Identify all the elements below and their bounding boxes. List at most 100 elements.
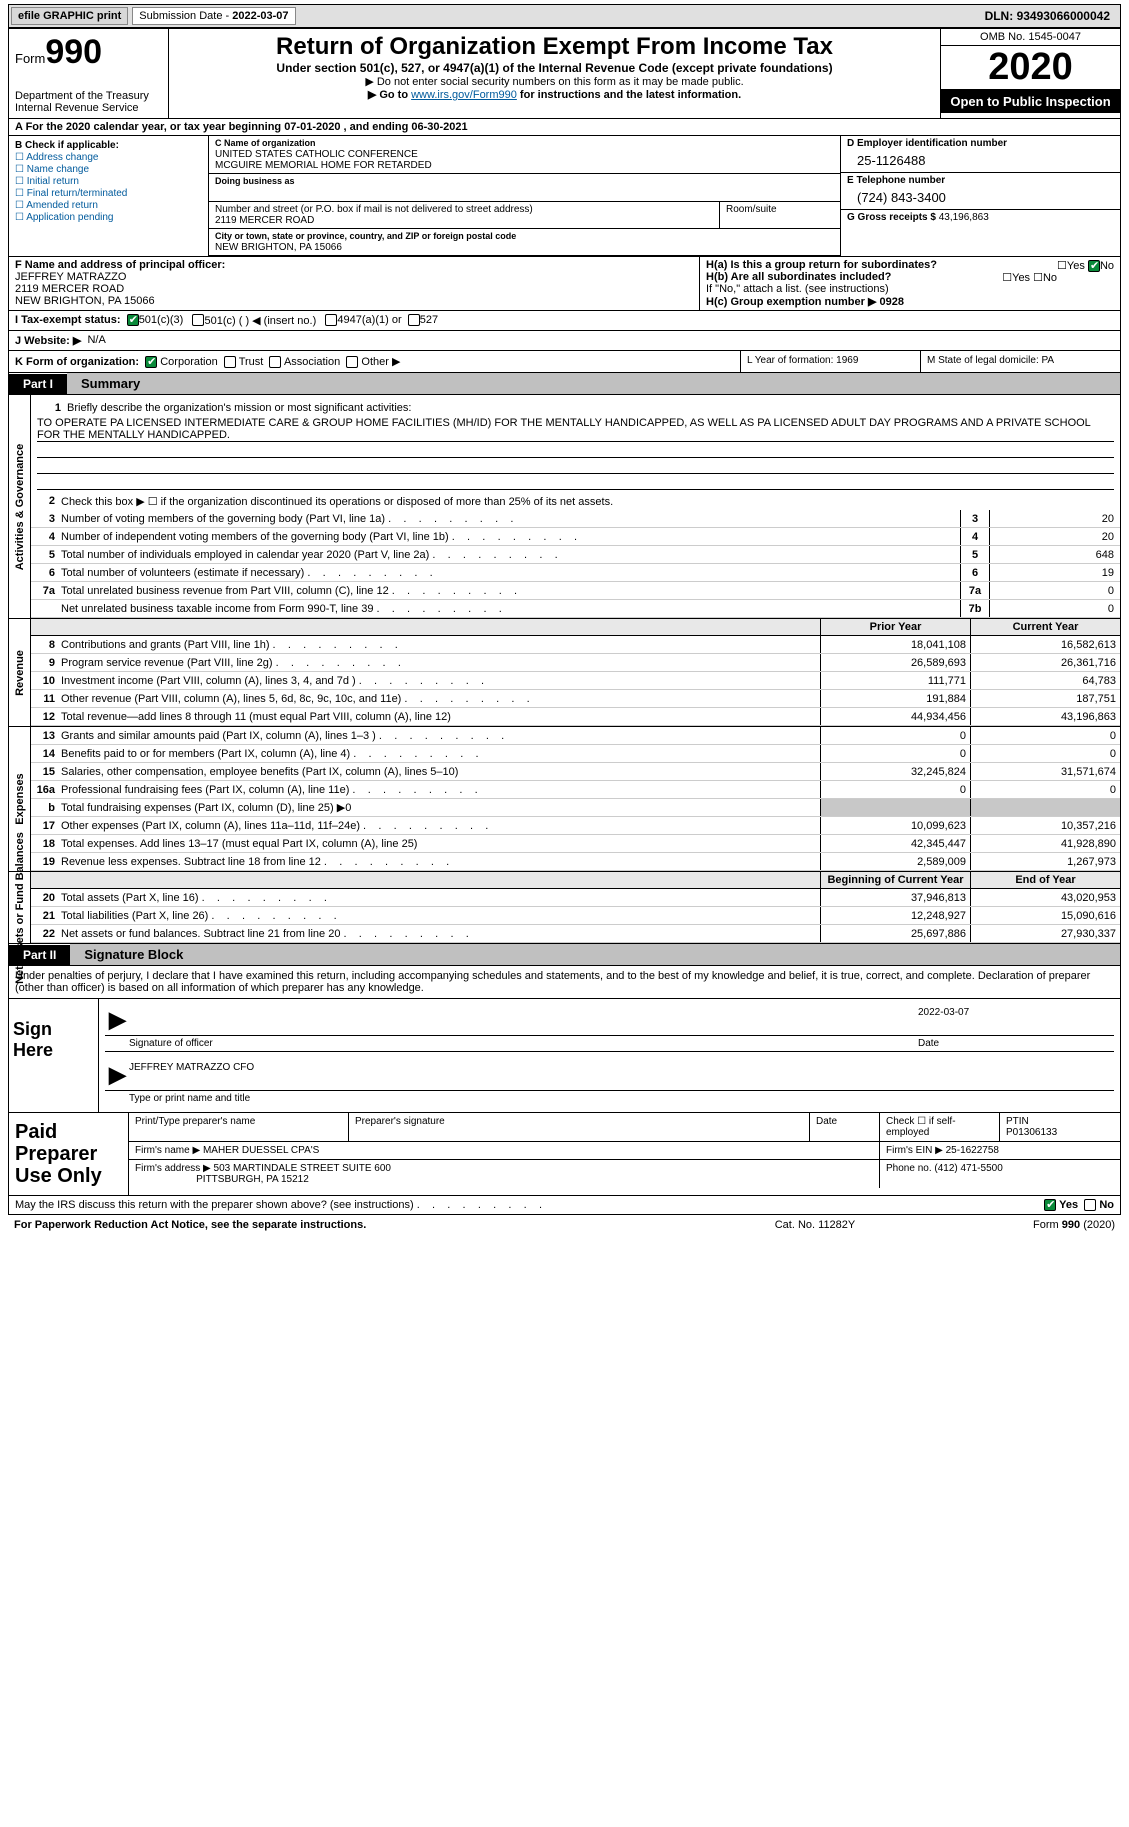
- netassets-label: Net Assets or Fund Balances: [14, 832, 26, 984]
- part2-header: Part II Signature Block: [8, 944, 1121, 966]
- cb-501c3[interactable]: [127, 314, 139, 326]
- omb-number: OMB No. 1545-0047: [941, 29, 1120, 46]
- phone-value: (724) 843-3400: [847, 186, 1114, 207]
- netassets-section: Net Assets or Fund Balances Beginning of…: [8, 872, 1121, 944]
- cb-initial-return[interactable]: ☐ Initial return: [15, 176, 202, 187]
- exp-18-prior: 42,345,447: [820, 835, 970, 852]
- open-public: Open to Public Inspection: [941, 90, 1120, 113]
- form-header: Form990 Department of the Treasury Inter…: [8, 28, 1121, 119]
- h-c: H(c) Group exemption number ▶ 0928: [706, 295, 1114, 308]
- ptin: P01306133: [1006, 1127, 1057, 1138]
- firm-addr2: PITTSBURGH, PA 15212: [196, 1174, 309, 1185]
- cb-501c[interactable]: [192, 314, 204, 326]
- box-c: C Name of organization UNITED STATES CAT…: [209, 136, 840, 256]
- penalty-text: Under penalties of perjury, I declare th…: [8, 966, 1121, 999]
- note-link: ▶ Go to www.irs.gov/Form990 for instruct…: [177, 88, 932, 101]
- state-domicile: M State of legal domicile: PA: [920, 351, 1120, 372]
- website-value: N/A: [87, 334, 105, 347]
- org-name-1: UNITED STATES CATHOLIC CONFERENCE: [215, 149, 418, 160]
- exp-17-curr: 10,357,216: [970, 817, 1120, 834]
- discuss-row: May the IRS discuss this return with the…: [8, 1196, 1121, 1215]
- exp-18-curr: 41,928,890: [970, 835, 1120, 852]
- korg-row: K Form of organization: Corporation Trus…: [8, 351, 1121, 373]
- exp-15-prior: 32,245,824: [820, 763, 970, 780]
- firm-addr1: 503 MARTINDALE STREET SUITE 600: [214, 1163, 391, 1174]
- val-7b: 0: [990, 600, 1120, 617]
- revenue-section: Revenue Prior YearCurrent Year 8Contribu…: [8, 619, 1121, 727]
- form-title: Return of Organization Exempt From Incom…: [177, 33, 932, 61]
- cb-amended-return[interactable]: ☐ Amended return: [15, 200, 202, 211]
- entity-block: B Check if applicable: ☐ Address change …: [8, 136, 1121, 257]
- cb-discuss-no[interactable]: [1084, 1199, 1096, 1211]
- rev-9-prior: 26,589,693: [820, 654, 970, 671]
- cb-527[interactable]: [408, 314, 420, 326]
- na-20-prior: 37,946,813: [820, 889, 970, 906]
- firm-name: MAHER DUESSEL CPA'S: [203, 1145, 319, 1156]
- exp-15-curr: 31,571,674: [970, 763, 1120, 780]
- submission-date: Submission Date - 2022-03-07: [132, 7, 295, 25]
- part1-header: Part I Summary: [8, 373, 1121, 395]
- line-a: A For the 2020 calendar year, or tax yea…: [9, 119, 474, 135]
- h-b-note: If "No," attach a list. (see instruction…: [706, 283, 1114, 295]
- rev-9-curr: 26,361,716: [970, 654, 1120, 671]
- cb-other[interactable]: [346, 356, 358, 368]
- h-a: H(a) Is this a group return for subordin…: [706, 259, 1114, 271]
- cb-association[interactable]: [269, 356, 281, 368]
- cb-name-change[interactable]: ☐ Name change: [15, 164, 202, 175]
- box-b: B Check if applicable: ☐ Address change …: [9, 136, 209, 256]
- exp-17-prior: 10,099,623: [820, 817, 970, 834]
- cb-trust[interactable]: [224, 356, 236, 368]
- paid-preparer-block: Paid Preparer Use Only Print/Type prepar…: [8, 1113, 1121, 1196]
- top-toolbar: efile GRAPHIC print Submission Date - 20…: [8, 4, 1121, 28]
- officer-block: F Name and address of principal officer:…: [8, 257, 1121, 311]
- irs-label: Internal Revenue Service: [15, 102, 162, 114]
- revenue-label: Revenue: [14, 650, 26, 696]
- mission-text: TO OPERATE PA LICENSED INTERMEDIATE CARE…: [37, 417, 1114, 442]
- sign-here-block: Sign Here ▶2022-03-07 Signature of offic…: [8, 999, 1121, 1113]
- irs-link[interactable]: www.irs.gov/Form990: [411, 89, 517, 101]
- rev-8-curr: 16,582,613: [970, 636, 1120, 653]
- exp-19-curr: 1,267,973: [970, 853, 1120, 870]
- val-6: 19: [990, 564, 1120, 581]
- page-footer: For Paperwork Reduction Act Notice, see …: [8, 1215, 1121, 1235]
- org-city: NEW BRIGHTON, PA 15066: [215, 242, 342, 253]
- val-4: 20: [990, 528, 1120, 545]
- rev-11-curr: 187,751: [970, 690, 1120, 707]
- note-ssn: ▶ Do not enter social security numbers o…: [177, 75, 932, 88]
- exp-14-curr: 0: [970, 745, 1120, 762]
- exp-13-prior: 0: [820, 727, 970, 744]
- cb-4947[interactable]: [325, 314, 337, 326]
- cb-final-return[interactable]: ☐ Final return/terminated: [15, 188, 202, 199]
- na-21-curr: 15,090,616: [970, 907, 1120, 924]
- box-d: D Employer identification number25-11264…: [840, 136, 1120, 256]
- na-22-prior: 25,697,886: [820, 925, 970, 942]
- rev-10-prior: 111,771: [820, 672, 970, 689]
- exp-19-prior: 2,589,009: [820, 853, 970, 870]
- org-name-2: MCGUIRE MEMORIAL HOME FOR RETARDED: [215, 160, 432, 171]
- firm-phone: (412) 471-5500: [934, 1163, 1002, 1174]
- cb-application-pending[interactable]: ☐ Application pending: [15, 212, 202, 223]
- cb-discuss-yes[interactable]: [1044, 1199, 1056, 1211]
- tax-year: 2020: [941, 46, 1120, 90]
- governance-section: Activities & Governance 1Briefly describ…: [8, 395, 1121, 619]
- val-5: 648: [990, 546, 1120, 563]
- cb-corporation[interactable]: [145, 356, 157, 368]
- efile-button[interactable]: efile GRAPHIC print: [11, 7, 128, 25]
- paid-preparer-label: Paid Preparer Use Only: [9, 1113, 129, 1195]
- year-formation: L Year of formation: 1969: [740, 351, 920, 372]
- officer-addr2: NEW BRIGHTON, PA 15066: [15, 295, 155, 307]
- val-7a: 0: [990, 582, 1120, 599]
- rev-12-curr: 43,196,863: [970, 708, 1120, 725]
- expenses-label: Expenses: [14, 773, 26, 824]
- exp-13-curr: 0: [970, 727, 1120, 744]
- officer-name: JEFFREY MATRAZZO: [15, 271, 126, 283]
- exp-16a-curr: 0: [970, 781, 1120, 798]
- rev-8-prior: 18,041,108: [820, 636, 970, 653]
- firm-ein: 25-1622758: [946, 1145, 999, 1156]
- na-20-curr: 43,020,953: [970, 889, 1120, 906]
- dln-label: DLN: 93493066000042: [985, 9, 1118, 23]
- exp-14-prior: 0: [820, 745, 970, 762]
- cb-address-change[interactable]: ☐ Address change: [15, 152, 202, 163]
- rev-10-curr: 64,783: [970, 672, 1120, 689]
- ein-value: 25-1126488: [847, 149, 1114, 170]
